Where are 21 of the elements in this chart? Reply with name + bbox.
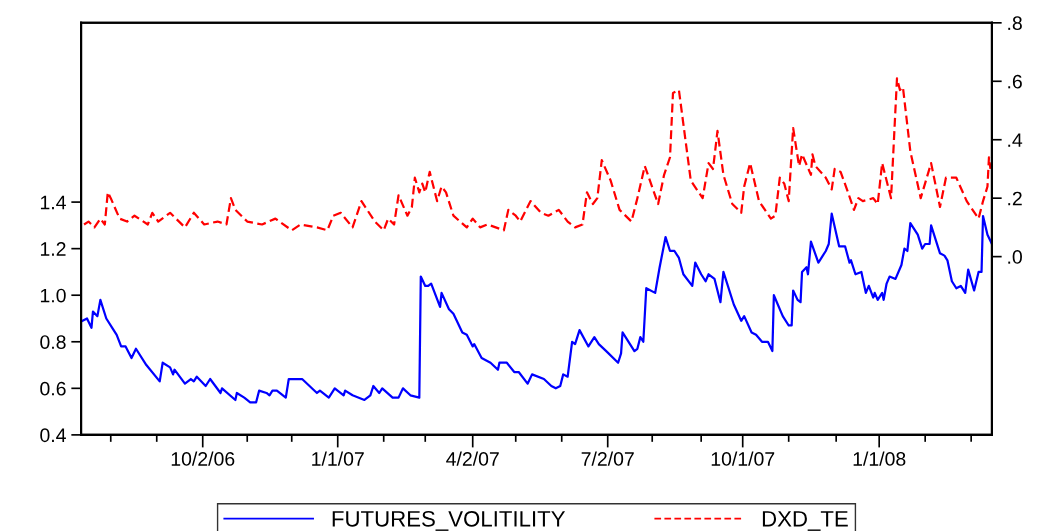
x-tick-label: 4/2/07 [446, 451, 499, 466]
y-tick-label: 1.2 [40, 242, 66, 256]
x-tick-label: 10/2/06 [171, 451, 235, 466]
x-tick-label: 7/2/07 [581, 451, 634, 466]
y2-tick-label: .2 [1008, 191, 1022, 206]
legend-label: DXD_TE [762, 511, 848, 531]
legend-label: FUTURES_VOLITILITY [332, 510, 566, 531]
y-tick-label: 1.0 [40, 288, 66, 303]
y2-tick-label: .8 [1008, 16, 1022, 31]
y-tick-label: 0.6 [40, 381, 66, 396]
line-series [82, 77, 992, 232]
y2-tick-label: .6 [1008, 74, 1022, 89]
y-tick-label: 1.4 [40, 195, 66, 210]
y-tick-label: 0.4 [40, 428, 66, 443]
line-series [81, 212, 992, 404]
x-tick-label: 1/1/08 [853, 451, 906, 466]
x-tick-label: 1/1/07 [312, 451, 364, 466]
y2-tick-label: .4 [1008, 133, 1023, 147]
y-tick-label: 0.8 [40, 335, 66, 350]
x-tick-label: 10/1/07 [711, 451, 775, 466]
y2-tick-label: .0 [1008, 250, 1022, 264]
